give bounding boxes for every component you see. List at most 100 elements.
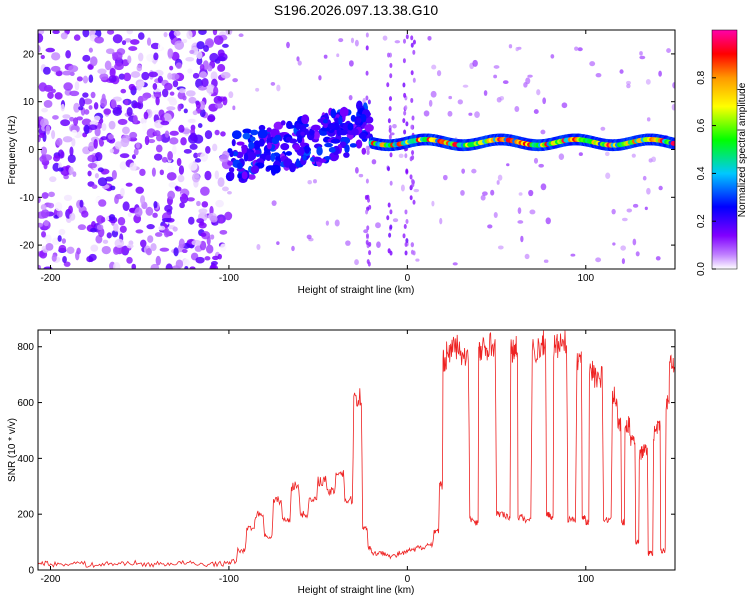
heatmap-cell: [205, 244, 214, 254]
heatmap-cell: [113, 246, 120, 255]
heatmap-cell: [529, 209, 536, 215]
heatmap-cell: [76, 116, 84, 121]
heatmap-cell: [164, 204, 173, 213]
heatmap-cell: [148, 71, 159, 78]
heatmap-cell: [178, 124, 185, 133]
heatmap-cell: [43, 66, 51, 75]
heatmap-cell: [642, 175, 647, 181]
heatmap-cell: [73, 34, 81, 41]
heatmap-cell: [400, 184, 405, 192]
heatmap-cell: [114, 195, 119, 204]
heatmap-cell: [209, 264, 219, 269]
heatmap-cell: [405, 34, 409, 40]
heatmap-cell: [327, 122, 336, 130]
heatmap-cell: [178, 88, 186, 94]
heatmap-cell: [97, 167, 104, 173]
heatmap-cell: [389, 180, 393, 186]
heatmap-cell: [339, 106, 349, 117]
heatmap-cell: [520, 235, 524, 243]
heatmap-cell: [119, 225, 127, 233]
heatmap-cell: [60, 119, 71, 127]
heatmap-cell: [69, 146, 74, 156]
colorbar-tick-label: 0.8: [696, 70, 707, 84]
heatmap-cell: [127, 212, 132, 218]
heatmap-cell: [197, 123, 203, 128]
heatmap-cell: [250, 165, 260, 174]
heatmap-cell: [94, 36, 104, 44]
heatmap-cell: [410, 124, 414, 130]
heatmap-cell: [108, 214, 116, 221]
heatmap-cell: [671, 103, 675, 111]
heatmap-cell: [188, 162, 198, 171]
heatmap-cell: [368, 250, 372, 256]
heatmap-cell: [136, 64, 143, 72]
heatmap-cell: [626, 83, 631, 89]
heatmap-cell: [125, 182, 133, 187]
heatmap-cell: [231, 139, 236, 147]
heatmap-cell: [296, 135, 303, 144]
heatmap-cell: [452, 262, 458, 266]
heatmap-cell: [365, 233, 369, 239]
heatmap-cell: [174, 185, 179, 190]
heatmap-cell: [152, 83, 158, 90]
heatmap-cell: [183, 108, 188, 114]
heatmap-cell: [635, 251, 640, 257]
heatmap-cell: [53, 154, 61, 162]
heatmap-cell: [52, 237, 60, 246]
heatmap-cell: [169, 65, 174, 71]
heatmap-cell: [404, 250, 408, 256]
heatmap-cell: [493, 65, 500, 69]
heatmap-cell: [45, 234, 52, 244]
heatmap-cell: [198, 30, 207, 35]
heatmap-cell: [163, 31, 168, 38]
heatmap-cell: [460, 190, 465, 196]
heatmap-cell: [256, 243, 261, 251]
heatmap-cell: [120, 137, 130, 148]
heatmap-cell: [324, 155, 331, 161]
heatmap-cell: [175, 259, 184, 269]
heatmap-cell: [172, 80, 179, 88]
heatmap-cell: [81, 118, 92, 126]
heatmap-cell: [140, 195, 146, 205]
heatmap-cell: [100, 136, 108, 141]
heatmap-cell: [273, 121, 283, 130]
heatmap-cell: [165, 263, 173, 269]
heatmap-cell: [189, 266, 196, 269]
heatmap-cell: [57, 235, 62, 242]
heatmap-cell: [157, 42, 163, 51]
x-tick-label: 100: [577, 574, 594, 585]
heatmap-cell: [213, 86, 219, 96]
heatmap-cell: [404, 209, 408, 215]
heatmap-cell: [306, 234, 312, 240]
heatmap-cell: [666, 48, 671, 53]
heatmap-cell: [389, 209, 393, 215]
heatmap-cell: [402, 82, 406, 88]
heatmap-cell: [65, 50, 72, 59]
heatmap-cell: [104, 176, 114, 182]
heatmap-cell: [543, 259, 549, 263]
heatmap-cell: [388, 232, 392, 238]
heatmap-cell: [172, 226, 178, 232]
heatmap-cell: [51, 130, 56, 140]
heatmap-cell: [386, 82, 390, 88]
heatmap-cell: [350, 128, 359, 136]
heatmap-cell: [483, 90, 488, 96]
heatmap-cell: [392, 218, 399, 223]
heatmap-cell: [285, 151, 293, 156]
heatmap-cell: [236, 162, 243, 170]
heatmap-cell: [387, 248, 391, 254]
heatmap-cell: [74, 81, 80, 91]
heatmap-cell: [533, 109, 539, 115]
heatmap-cell: [468, 112, 473, 116]
heatmap-cell: [354, 259, 359, 266]
heatmap-cell: [62, 70, 72, 76]
heatmap-y-label: Frequency (Hz): [7, 116, 18, 185]
heatmap-cell: [188, 216, 195, 225]
heatmap-cell: [188, 96, 197, 104]
heatmap-cell: [99, 73, 109, 81]
heatmap-cell: [518, 192, 523, 196]
x-tick-label: 0: [405, 574, 411, 585]
heatmap-cell: [113, 223, 119, 232]
heatmap-cell: [350, 37, 355, 44]
heatmap-cell: [63, 82, 73, 91]
